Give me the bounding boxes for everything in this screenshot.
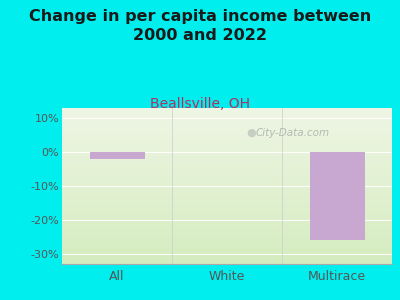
Text: Change in per capita income between
2000 and 2022: Change in per capita income between 2000… — [29, 9, 371, 43]
Bar — [90, 152, 144, 159]
Text: Beallsville, OH: Beallsville, OH — [150, 98, 250, 112]
Text: ●: ● — [247, 128, 257, 138]
Text: City-Data.com: City-Data.com — [256, 128, 330, 138]
Bar — [310, 152, 364, 240]
